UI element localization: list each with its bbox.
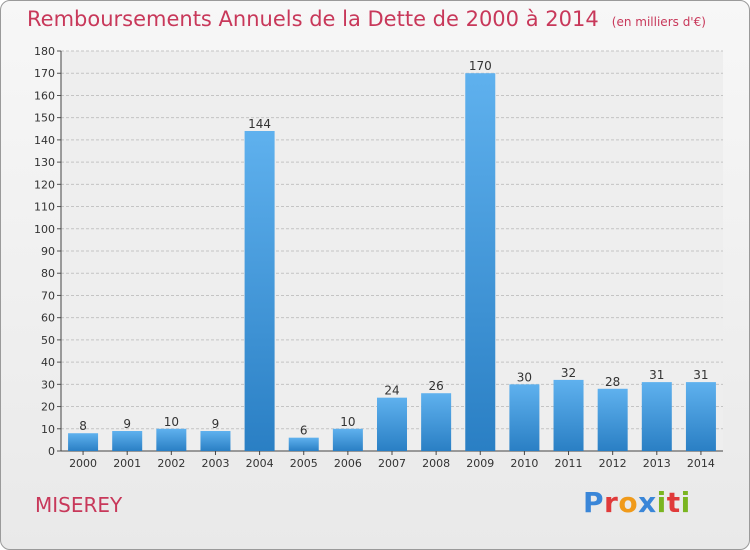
bar-value-label: 31 (649, 368, 664, 382)
bar (465, 73, 496, 451)
y-tick-label: 150 (34, 112, 55, 125)
bar (377, 397, 407, 451)
bar (509, 384, 540, 451)
logo-letter: P (583, 486, 605, 519)
bar-value-label: 26 (428, 379, 443, 393)
bar-value-label: 31 (693, 368, 708, 382)
chart-title: Remboursements Annuels de la Dette de 20… (27, 7, 599, 31)
unit-note: (en milliers d'€) (611, 15, 706, 29)
bar (553, 379, 584, 451)
logo-letter: r (604, 486, 619, 519)
bar (200, 431, 231, 451)
logo-letter: i (680, 486, 691, 519)
x-tick-label: 2003 (201, 457, 229, 470)
bar-value-label: 10 (164, 415, 179, 429)
bar-value-label: 24 (384, 384, 399, 398)
bar (332, 428, 363, 451)
y-tick-label: 110 (34, 201, 55, 214)
bar-value-label: 6 (300, 424, 308, 438)
proxiti-logo: Proxiti (583, 486, 691, 519)
bar (597, 388, 628, 451)
bar-value-label: 9 (123, 417, 131, 431)
bar (244, 131, 275, 451)
y-tick-label: 160 (34, 89, 55, 102)
y-tick-label: 140 (34, 134, 55, 147)
y-tick-label: 100 (34, 223, 55, 236)
bar-value-label: 9 (212, 417, 220, 431)
bar (641, 382, 672, 451)
x-tick-label: 2006 (334, 457, 362, 470)
y-tick-label: 120 (34, 178, 55, 191)
x-tick-label: 2008 (422, 457, 450, 470)
bar (421, 393, 452, 451)
bar (68, 433, 99, 451)
logo-letter: o (618, 486, 639, 519)
x-tick-label: 2000 (69, 457, 97, 470)
x-tick-label: 2010 (510, 457, 538, 470)
bar (685, 382, 716, 451)
logo-letter: i (656, 486, 667, 519)
y-tick-label: 180 (34, 45, 55, 58)
logo-letter: x (638, 486, 657, 519)
bar-value-label: 32 (561, 366, 576, 380)
y-tick-label: 40 (41, 356, 55, 369)
x-tick-label: 2007 (378, 457, 406, 470)
y-tick-label: 20 (41, 401, 55, 414)
x-tick-label: 2013 (643, 457, 671, 470)
x-tick-label: 2014 (687, 457, 715, 470)
bar (156, 428, 187, 451)
x-tick-label: 2011 (555, 457, 583, 470)
y-tick-label: 130 (34, 156, 55, 169)
y-tick-label: 0 (48, 445, 55, 458)
y-tick-label: 70 (41, 289, 55, 302)
x-tick-label: 2002 (157, 457, 185, 470)
bar-value-label: 170 (469, 59, 492, 73)
chart-title-block: Remboursements Annuels de la Dette de 20… (27, 7, 706, 31)
y-tick-label: 50 (41, 334, 55, 347)
x-tick-label: 2004 (246, 457, 274, 470)
x-tick-label: 2012 (599, 457, 627, 470)
bar-value-label: 8 (79, 419, 87, 433)
logo-letter: t (666, 486, 681, 519)
town-name: MISEREY (35, 493, 123, 517)
bar (112, 431, 143, 451)
bar-value-label: 28 (605, 375, 620, 389)
bar-value-label: 144 (248, 117, 271, 131)
bar-value-label: 10 (340, 415, 355, 429)
y-tick-label: 10 (41, 423, 55, 436)
x-tick-label: 2009 (466, 457, 494, 470)
y-tick-label: 60 (41, 312, 55, 325)
bar-value-label: 30 (517, 370, 532, 384)
y-tick-label: 80 (41, 267, 55, 280)
y-tick-label: 30 (41, 378, 55, 391)
y-tick-label: 90 (41, 245, 55, 258)
y-tick-label: 170 (34, 67, 55, 80)
x-tick-label: 2005 (290, 457, 318, 470)
x-tick-label: 2001 (113, 457, 141, 470)
bar (288, 437, 319, 451)
